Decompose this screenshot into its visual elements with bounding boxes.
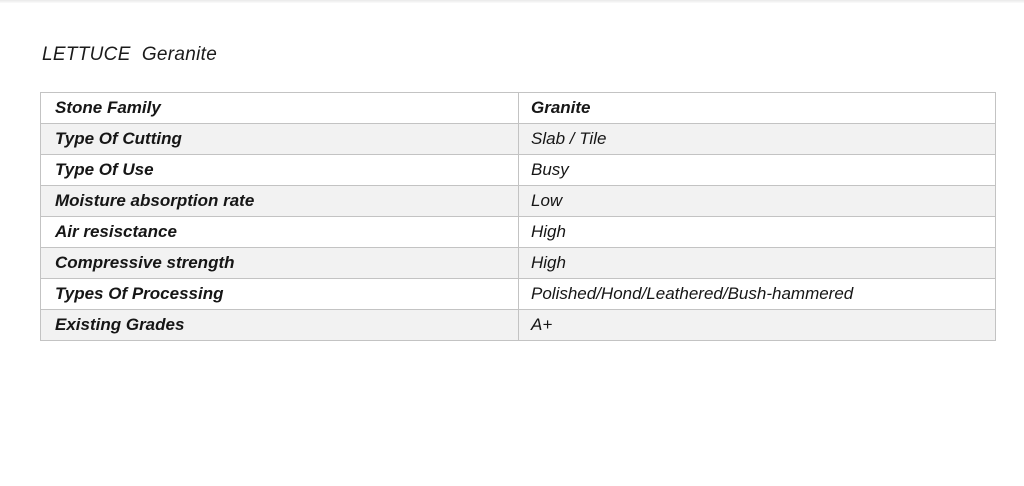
row-value: High bbox=[518, 247, 996, 279]
row-value: Busy bbox=[518, 154, 996, 186]
row-label: Air resisctance bbox=[40, 216, 519, 248]
row-label: Stone Family bbox=[40, 92, 519, 124]
row-value: High bbox=[518, 216, 996, 248]
document-title: LETTUCE Geranite bbox=[42, 44, 218, 65]
table-row: Air resisctance High bbox=[40, 216, 996, 248]
row-value: Polished/Hond/Leathered/Bush-hammered bbox=[518, 278, 996, 310]
table-row: Stone Family Granite bbox=[40, 92, 996, 124]
table-row: Type Of Cutting Slab / Tile bbox=[40, 123, 996, 155]
page-top-edge bbox=[0, 0, 1024, 3]
row-value: A+ bbox=[518, 309, 996, 341]
row-label: Moisture absorption rate bbox=[40, 185, 519, 217]
row-value: Low bbox=[518, 185, 996, 217]
row-label: Types Of Processing bbox=[40, 278, 519, 310]
row-label: Type Of Use bbox=[40, 154, 519, 186]
row-label: Type Of Cutting bbox=[40, 123, 519, 155]
stone-spec-table: Stone Family Granite Type Of Cutting Sla… bbox=[40, 92, 996, 341]
row-value: Granite bbox=[518, 92, 996, 124]
table-row: Type Of Use Busy bbox=[40, 154, 996, 186]
table-row: Existing Grades A+ bbox=[40, 309, 996, 341]
table-row: Moisture absorption rate Low bbox=[40, 185, 996, 217]
table-row: Compressive strength High bbox=[40, 247, 996, 279]
row-label: Existing Grades bbox=[40, 309, 519, 341]
row-label: Compressive strength bbox=[40, 247, 519, 279]
table-row: Types Of Processing Polished/Hond/Leathe… bbox=[40, 278, 996, 310]
row-value: Slab / Tile bbox=[518, 123, 996, 155]
